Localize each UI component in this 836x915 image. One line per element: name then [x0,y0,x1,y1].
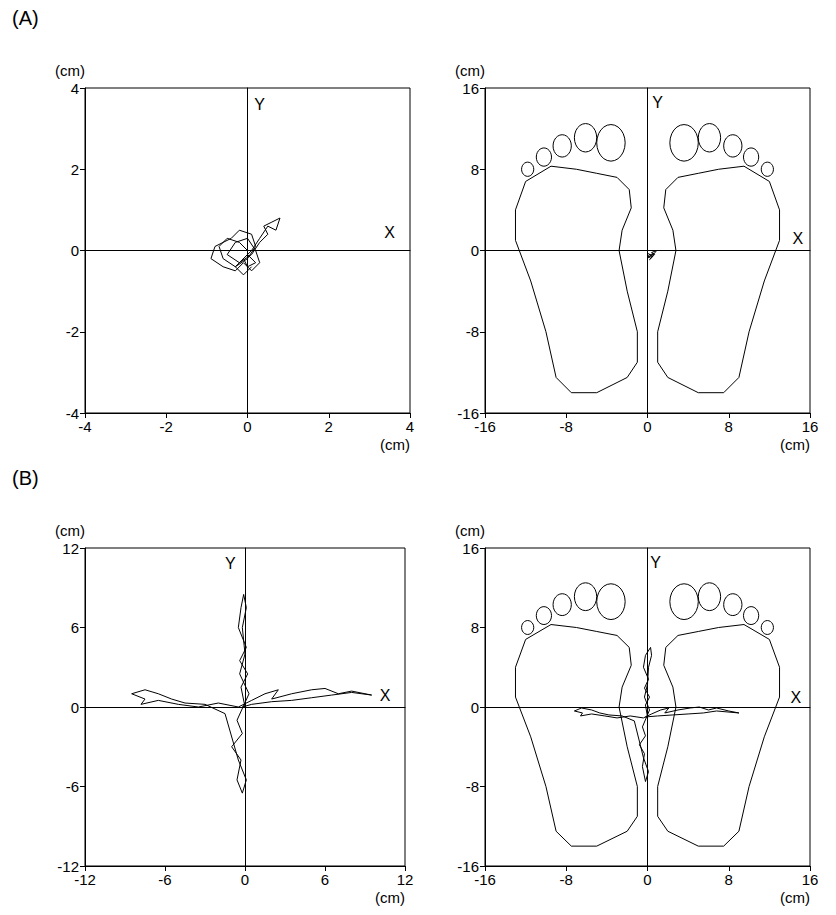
svg-text:(cm): (cm) [55,522,85,539]
svg-text:X: X [790,689,801,706]
svg-text:Y: Y [254,96,265,113]
svg-text:-2: -2 [66,323,79,340]
svg-text:0: 0 [241,871,249,888]
svg-text:6: 6 [71,619,79,636]
svg-text:2: 2 [71,161,79,178]
svg-text:0: 0 [471,242,479,259]
svg-text:Y: Y [225,555,236,572]
svg-text:2: 2 [325,418,333,435]
svg-text:-12: -12 [74,871,96,888]
svg-text:16: 16 [802,871,819,888]
svg-text:(cm): (cm) [455,522,485,539]
svg-text:0: 0 [471,699,479,716]
svg-text:0: 0 [71,699,79,716]
svg-text:12: 12 [62,540,79,557]
svg-text:-6: -6 [66,778,79,795]
svg-text:Y: Y [650,554,661,571]
svg-text:(cm): (cm) [55,62,85,79]
svg-text:-6: -6 [158,871,171,888]
svg-text:(B): (B) [12,467,39,489]
svg-text:0: 0 [643,871,651,888]
svg-text:16: 16 [802,418,819,435]
svg-text:(cm): (cm) [380,436,410,453]
svg-text:-4: -4 [78,418,91,435]
svg-text:X: X [384,224,395,241]
svg-text:(cm): (cm) [780,889,810,906]
svg-text:-12: -12 [57,857,79,875]
svg-text:-8: -8 [560,418,573,435]
svg-text:4: 4 [71,80,79,97]
svg-text:-16: -16 [474,871,496,888]
svg-text:8: 8 [471,619,479,636]
svg-text:-4: -4 [66,405,79,422]
svg-text:Y: Y [652,94,663,111]
svg-text:16: 16 [462,540,479,557]
svg-text:0: 0 [71,242,79,259]
svg-text:8: 8 [725,871,733,888]
svg-text:-8: -8 [466,778,479,795]
svg-text:(cm): (cm) [375,889,405,906]
svg-text:(cm): (cm) [455,62,485,79]
svg-text:-16: -16 [474,418,496,435]
svg-text:X: X [792,230,803,247]
svg-text:6: 6 [321,871,329,888]
svg-text:8: 8 [471,161,479,178]
svg-text:4: 4 [406,418,414,435]
svg-text:-16: -16 [457,857,479,875]
svg-text:16: 16 [462,80,479,97]
svg-text:-2: -2 [160,418,173,435]
svg-text:(A): (A) [12,7,39,29]
svg-text:12: 12 [397,871,414,888]
svg-text:-16: -16 [457,404,479,422]
svg-text:0: 0 [243,418,251,435]
svg-text:(cm): (cm) [780,436,810,453]
svg-text:-8: -8 [560,871,573,888]
svg-text:0: 0 [643,418,651,435]
svg-text:8: 8 [725,418,733,435]
svg-text:-8: -8 [466,323,479,340]
svg-text:X: X [380,687,391,704]
